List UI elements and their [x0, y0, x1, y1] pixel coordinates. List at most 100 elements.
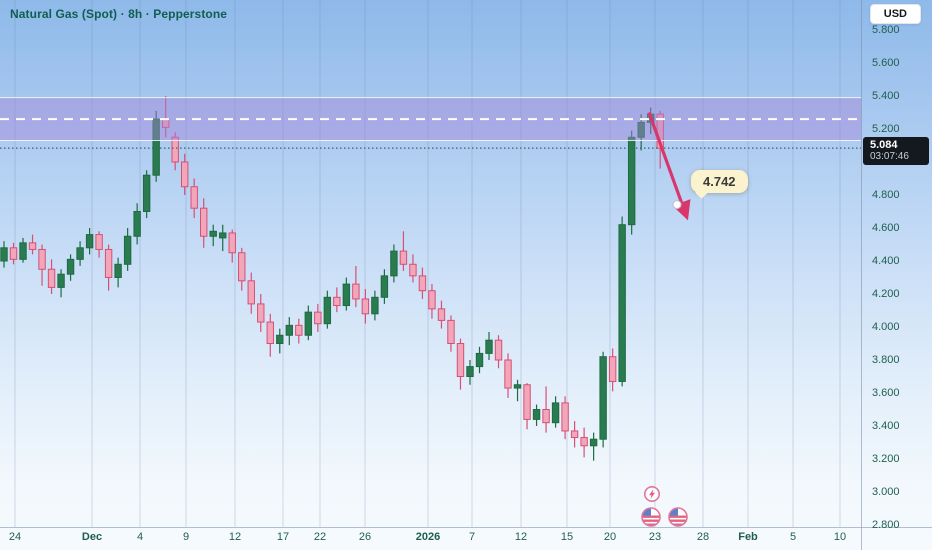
candle: [323, 290, 332, 329]
candle: [580, 427, 588, 458]
time-tick-label: 4: [136, 531, 144, 543]
time-tick-label: 7: [468, 531, 476, 543]
candle: [76, 241, 84, 266]
time-tick-label: 26: [358, 531, 372, 543]
candle: [399, 231, 408, 271]
candle: [9, 242, 18, 265]
price-tick-label: 4.600: [872, 222, 900, 234]
time-tick-label: 22: [313, 531, 327, 543]
time-tick-label: 20: [603, 531, 617, 543]
currency-toggle-button[interactable]: USD: [869, 4, 921, 24]
price-tick-label: 3.800: [872, 354, 900, 366]
candle: [104, 244, 113, 291]
candle: [475, 346, 484, 374]
time-tick-label: 17: [276, 531, 290, 543]
candle: [0, 241, 8, 268]
candle: [504, 353, 512, 398]
price-tick-label: 5.600: [872, 57, 900, 69]
price-axis-separator: [861, 0, 862, 550]
candle: [456, 338, 465, 390]
candle: [171, 132, 179, 171]
candle: [28, 234, 37, 255]
candle: [295, 318, 303, 344]
candle: [142, 170, 151, 219]
candle: [47, 259, 56, 294]
resistance-zone-drawing[interactable]: [0, 97, 861, 142]
price-tick-label: 5.400: [872, 90, 900, 102]
candle: [608, 348, 617, 392]
price-tick-label: 4.800: [872, 189, 900, 201]
last-price-label[interactable]: 5.084 03:07:46: [863, 137, 929, 165]
price-tick-label: 3.600: [872, 387, 900, 399]
candle: [19, 237, 27, 263]
candle: [123, 228, 132, 271]
candle: [200, 198, 208, 248]
gridlines: [14, 0, 841, 527]
candle: [95, 231, 103, 258]
candle: [437, 300, 446, 329]
bar-countdown: 03:07:46: [870, 151, 909, 162]
trend-arrow-drawing[interactable]: [647, 111, 691, 221]
time-tick-label: 28: [696, 531, 710, 543]
time-tick-label: 9: [182, 531, 190, 543]
symbol-title: Natural Gas (Spot) · 8h · Pepperstone: [10, 7, 228, 21]
time-tick-label: 15: [560, 531, 574, 543]
candle: [513, 379, 522, 402]
candle: [276, 328, 284, 354]
candle: [314, 303, 322, 332]
arrow-endpoint-handle[interactable]: [672, 200, 682, 210]
candle: [304, 305, 313, 341]
candle: [409, 254, 417, 283]
candle: [627, 130, 636, 235]
candle: [361, 289, 370, 324]
candle: [570, 421, 579, 448]
time-tick-label: Dec: [81, 531, 103, 543]
candle: [447, 315, 455, 352]
candle: [485, 331, 493, 360]
candle: [209, 224, 217, 247]
candle: [180, 153, 189, 195]
candle: [637, 114, 645, 151]
candle: [428, 284, 436, 319]
candle: [85, 228, 94, 255]
candle: [380, 269, 389, 304]
candle: [599, 351, 607, 448]
candle: [466, 360, 474, 385]
arrow-price-tooltip: 4.742: [691, 170, 748, 193]
candle: [542, 386, 550, 433]
us-flag-event-icon[interactable]: [639, 505, 663, 529]
price-tick-label: 3.200: [872, 453, 900, 465]
candle: [38, 244, 46, 286]
time-tick-label: 12: [514, 531, 528, 543]
candle: [238, 247, 246, 291]
time-tick-label: 12: [228, 531, 242, 543]
candle: [266, 313, 274, 357]
lightning-event-icon[interactable]: [642, 484, 662, 504]
candle: [114, 257, 122, 288]
candle: [418, 267, 427, 299]
price-tick-label: 4.000: [872, 321, 900, 333]
price-tick-label: 5.800: [872, 24, 900, 36]
candle: [152, 110, 160, 182]
candlestick-series[interactable]: [0, 96, 664, 461]
time-tick-label: Feb: [738, 531, 758, 543]
candle: [228, 229, 236, 263]
candle: [589, 432, 598, 461]
candle: [551, 396, 560, 428]
time-tick-label: 10: [833, 531, 847, 543]
candle: [371, 290, 379, 321]
candle: [133, 203, 141, 245]
candle: [494, 335, 503, 369]
time-tick-label: 2026: [415, 531, 441, 543]
candle: [219, 224, 227, 252]
price-tick-label: 2.800: [872, 519, 900, 531]
price-tick-label: 4.400: [872, 255, 900, 267]
us-flag-event-icon[interactable]: [666, 505, 690, 529]
price-tick-label: 5.200: [872, 123, 900, 135]
candle: [285, 317, 294, 346]
time-tick-label: 23: [648, 531, 662, 543]
candle: [532, 404, 541, 426]
time-axis-separator: [0, 527, 932, 528]
